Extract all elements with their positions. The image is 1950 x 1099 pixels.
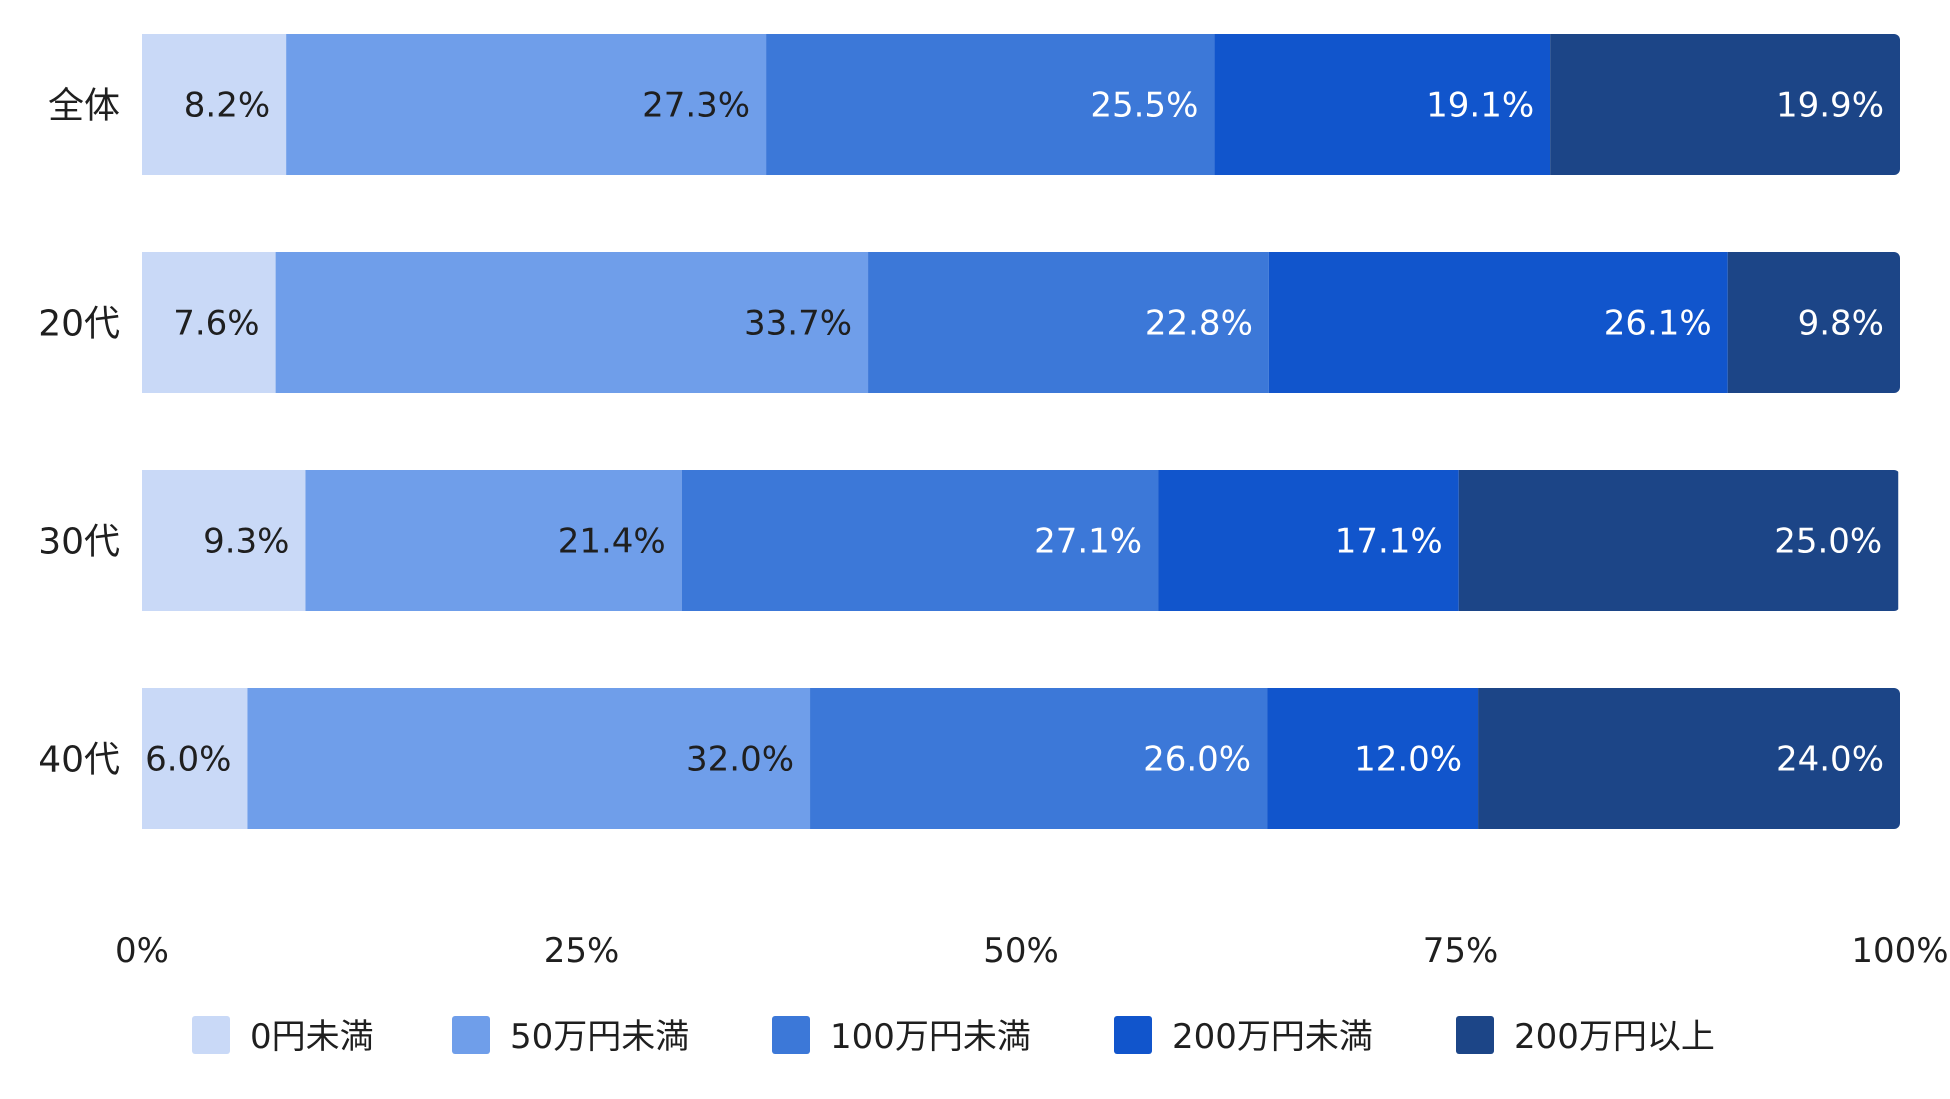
bar-segment-0-1: [286, 34, 767, 175]
category-label-2: 30代: [38, 522, 120, 563]
data-label-0-2: 25.5%: [1090, 86, 1198, 126]
legend-label-4: 200万円以上: [1514, 1017, 1715, 1057]
data-label-0-0: 8.2%: [184, 86, 270, 126]
data-label-2-1: 21.4%: [558, 522, 666, 562]
data-label-1-1: 33.7%: [744, 304, 852, 344]
data-label-0-4: 19.9%: [1776, 86, 1884, 126]
bar-segment-0-4: [1550, 34, 1900, 175]
legend-item-2: 100万円未満: [772, 1016, 1031, 1057]
bar-segment-3-1: [247, 688, 811, 829]
x-axis-ticks: 0% 25% 50% 75% 100%: [115, 931, 1949, 971]
data-label-3-2: 26.0%: [1143, 740, 1251, 780]
legend-label-3: 200万円未満: [1172, 1017, 1373, 1057]
category-label-0: 全体: [48, 86, 120, 127]
bar-segments: [142, 252, 1900, 393]
data-label-0-3: 19.1%: [1426, 86, 1534, 126]
data-label-3-0: 6.0%: [145, 740, 231, 780]
bar-segment-0-2: [766, 34, 1215, 175]
bar-segments: [142, 470, 1899, 611]
legend-item-0: 0円未満: [192, 1016, 374, 1057]
bar-row-0: 8.2% 27.3% 25.5% 19.1% 19.9% 全体: [48, 34, 1900, 175]
bar-segment-3-3: [1267, 688, 1479, 829]
legend-label-1: 50万円未満: [510, 1017, 689, 1057]
legend-label-0: 0円未満: [250, 1017, 374, 1057]
x-tick-label-3: 75%: [1423, 931, 1499, 971]
data-label-3-1: 32.0%: [686, 740, 794, 780]
category-label-1: 20代: [38, 304, 120, 345]
category-label-3: 40代: [38, 740, 120, 781]
bar-segment-3-2: [810, 688, 1268, 829]
bar-segment-2-3: [1158, 470, 1459, 611]
data-label-2-4: 25.0%: [1774, 522, 1882, 562]
data-label-2-0: 9.3%: [203, 522, 289, 562]
bar-segment-2-1: [305, 470, 682, 611]
data-label-1-4: 9.8%: [1798, 304, 1884, 344]
legend-swatch-1: [452, 1016, 490, 1054]
legend-swatch-0: [192, 1016, 230, 1054]
bar-segments: [142, 34, 1900, 175]
x-tick-label-4: 100%: [1851, 931, 1948, 971]
bar-segment-0-0: [142, 34, 287, 175]
x-tick-label-1: 25%: [544, 931, 620, 971]
bar-segment-1-4: [1727, 252, 1900, 393]
data-label-2-3: 17.1%: [1335, 522, 1443, 562]
bar-segment-3-0: [142, 688, 248, 829]
bar-row-2: 9.3% 21.4% 27.1% 17.1% 25.0% 30代: [38, 470, 1899, 611]
legend-label-2: 100万円未満: [830, 1017, 1031, 1057]
data-label-3-4: 24.0%: [1776, 740, 1884, 780]
data-label-3-3: 12.0%: [1354, 740, 1462, 780]
data-label-1-0: 7.6%: [173, 304, 259, 344]
legend-item-4: 200万円以上: [1456, 1016, 1715, 1057]
data-label-0-1: 27.3%: [642, 86, 750, 126]
bar-segment-3-4: [1478, 688, 1900, 829]
bar-row-3: 6.0% 32.0% 26.0% 12.0% 24.0% 40代: [38, 688, 1900, 829]
legend: 0円未満 50万円未満 100万円未満 200万円未満 200万円以上: [192, 1016, 1715, 1057]
legend-swatch-4: [1456, 1016, 1494, 1054]
data-label-1-2: 22.8%: [1145, 304, 1253, 344]
bar-row-1: 7.6% 33.7% 22.8% 26.1% 9.8% 20代: [38, 252, 1900, 393]
bar-segment-1-0: [142, 252, 276, 393]
legend-item-3: 200万円未満: [1114, 1016, 1373, 1057]
bar-segment-2-2: [681, 470, 1159, 611]
data-label-1-3: 26.1%: [1604, 304, 1712, 344]
bar-segment-1-1: [275, 252, 869, 393]
bar-segment-1-2: [868, 252, 1269, 393]
bar-segments: [142, 688, 1900, 829]
bar-segment-2-4: [1458, 470, 1899, 611]
legend-swatch-3: [1114, 1016, 1152, 1054]
bar-segment-1-3: [1268, 252, 1728, 393]
x-tick-label-2: 50%: [983, 931, 1059, 971]
legend-item-1: 50万円未満: [452, 1016, 689, 1057]
bar-segment-2-0: [142, 470, 306, 611]
legend-swatch-2: [772, 1016, 810, 1054]
bar-segment-0-3: [1214, 34, 1551, 175]
data-label-2-2: 27.1%: [1034, 522, 1142, 562]
x-tick-label-0: 0%: [115, 931, 169, 971]
